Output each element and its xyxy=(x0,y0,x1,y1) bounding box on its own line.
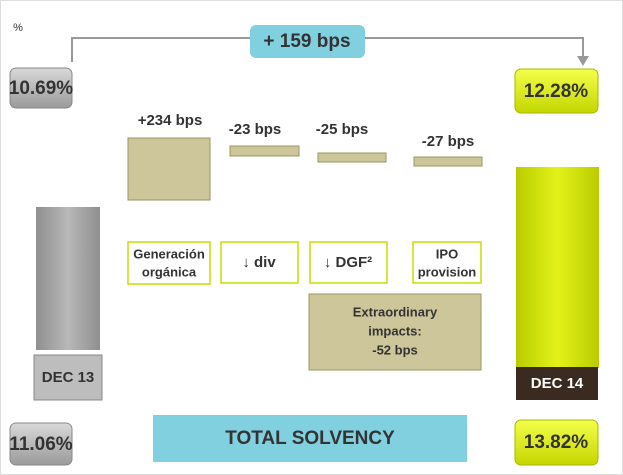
step-label: orgánica xyxy=(142,264,197,279)
unit: % xyxy=(13,22,23,34)
start-label-box xyxy=(33,354,103,401)
step-box xyxy=(317,152,387,163)
step-label: ↓ div xyxy=(242,254,276,271)
start-top: 10.69% xyxy=(9,78,74,99)
start-bottom: 11.06% xyxy=(9,434,72,455)
footer-box xyxy=(153,415,467,462)
step-box xyxy=(127,137,211,201)
step-value: -23 bps xyxy=(229,121,282,138)
step-label: IPO xyxy=(436,246,458,261)
step-label-box xyxy=(412,241,482,284)
end-bottom: 13.82% xyxy=(524,432,589,453)
start-bottom-box xyxy=(9,422,73,466)
step-value: -25 bps xyxy=(316,121,369,138)
start-label: DEC 13 xyxy=(42,369,95,386)
end-top: 12.28% xyxy=(524,81,589,102)
step-label: Generación xyxy=(133,246,205,261)
step-label: ↓ DGF² xyxy=(324,254,372,271)
end-label: DEC 14 xyxy=(531,375,584,392)
change: + 159 bps xyxy=(263,31,350,52)
step-box xyxy=(229,145,300,157)
step-value: -27 bps xyxy=(422,133,475,150)
extraordinary-text: Extraordinary xyxy=(353,304,438,319)
step-label-box xyxy=(309,241,388,284)
end-bottom-box xyxy=(514,419,599,466)
end-bar xyxy=(516,167,599,368)
footer: TOTAL SOLVENCY xyxy=(225,428,395,449)
step-label-box xyxy=(127,241,211,285)
step-label-box xyxy=(220,241,299,284)
extraordinary-text: -52 bps xyxy=(372,342,418,357)
start-bar xyxy=(36,207,100,350)
extraordinary-text: impacts: xyxy=(368,323,421,338)
change-box xyxy=(250,25,365,58)
extraordinary-box xyxy=(308,293,482,371)
step-value: +234 bps xyxy=(138,112,203,129)
arrow xyxy=(577,56,589,66)
step-label: provision xyxy=(418,264,477,279)
start-top-box xyxy=(9,67,73,109)
step-box xyxy=(413,156,483,167)
end-top-box xyxy=(514,68,599,114)
end-label-box xyxy=(516,367,598,400)
